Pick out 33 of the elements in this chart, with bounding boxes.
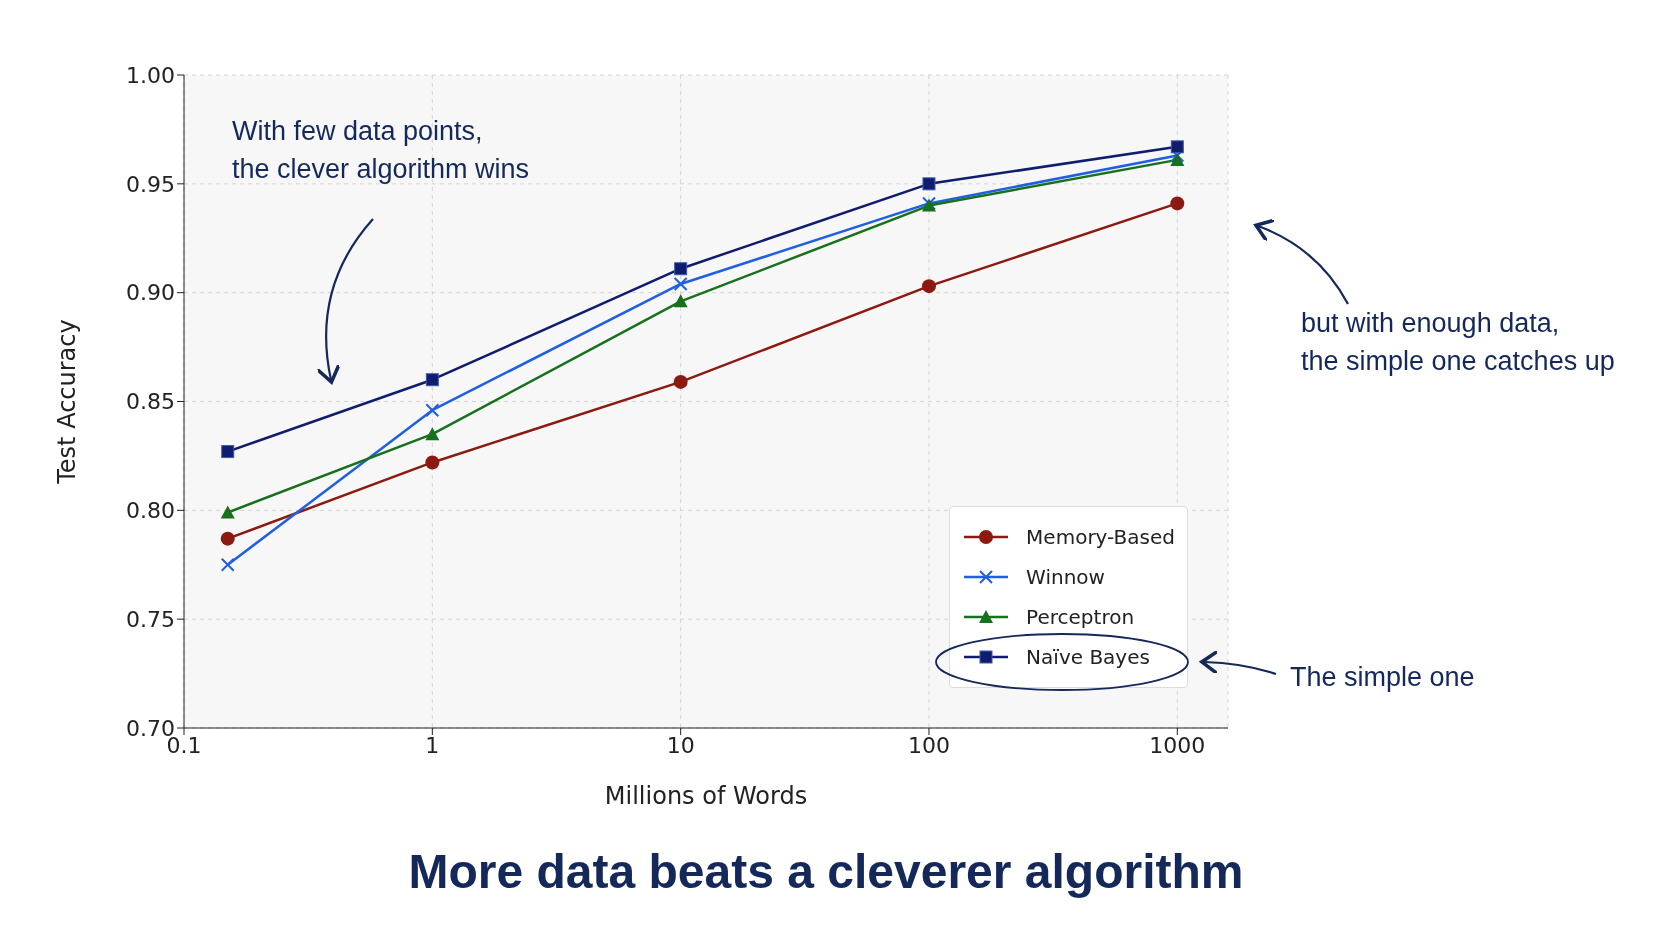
y-tick-label: 0.95 <box>126 171 175 197</box>
point <box>1170 196 1185 211</box>
text: The simple one <box>1290 661 1475 694</box>
point <box>673 276 688 291</box>
point <box>673 294 688 308</box>
point <box>1170 152 1185 166</box>
point <box>425 427 440 441</box>
point <box>425 455 440 470</box>
legend-label: Perceptron <box>1026 605 1135 629</box>
text: but with enough data, the simple one catches up <box>1301 307 1615 378</box>
point <box>1170 140 1184 154</box>
point <box>425 403 440 418</box>
y-axis-title: Test Accuracy <box>52 319 81 485</box>
point <box>674 262 688 276</box>
legend-label: Memory-Based <box>1026 525 1175 549</box>
x-tick-label: 1000 <box>1149 732 1206 758</box>
x-tick-label: 10 <box>666 732 695 758</box>
y-tick-label: 0.85 <box>126 389 175 415</box>
point <box>922 177 936 191</box>
y-tick-label: 0.80 <box>126 498 175 524</box>
x-axis-title: Millions of Words <box>604 782 808 810</box>
point <box>673 374 688 389</box>
point <box>921 279 936 294</box>
x-tick-label: 100 <box>907 732 950 758</box>
annotation: With few data points, the clever algorithm wins <box>232 115 530 186</box>
y-tick-label: 0.90 <box>126 280 175 306</box>
point <box>425 373 439 387</box>
legend-label: Naïve Bayes <box>1026 645 1150 669</box>
legend-label: Winnow <box>1026 565 1105 589</box>
y-tick-label: 1.00 <box>126 62 175 88</box>
x-tick-label: 1 <box>425 732 440 758</box>
text: More data beats a cleverer algorithm <box>407 844 1245 899</box>
y-tick-label: 0.75 <box>126 606 175 632</box>
